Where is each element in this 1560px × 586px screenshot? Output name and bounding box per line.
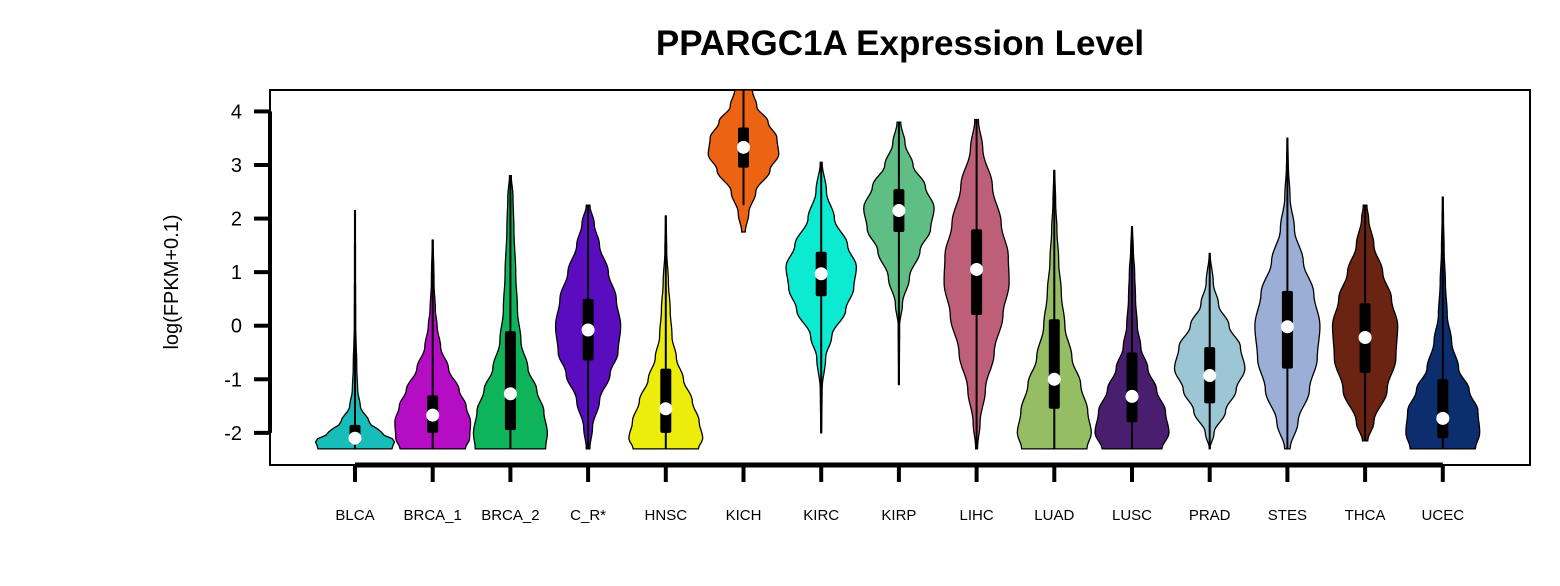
x-tick-label: STES (1268, 507, 1307, 524)
y-tick-label: 3 (231, 155, 242, 177)
x-tick-label: BRCA_2 (481, 507, 539, 524)
median-point-kich (737, 140, 750, 154)
chart-title: PPARGC1A Expression Level (655, 24, 1145, 63)
median-point-lihc (970, 262, 984, 276)
x-tick-label: PRAD (1189, 507, 1231, 524)
y-tick-label: 0 (231, 316, 242, 338)
y-axis-label: log(FPKM+0.1) (161, 214, 183, 349)
median-point-blca (348, 431, 362, 445)
y-tick-label: -1 (224, 369, 242, 391)
violins-layer (314, 89, 1481, 450)
median-point-brca_1 (426, 408, 440, 422)
x-tick-label: KIRP (881, 507, 916, 524)
median-point-luad (1047, 372, 1061, 386)
median-point-lusc (1125, 389, 1139, 403)
x-tick-label: THCA (1345, 507, 1386, 524)
iqr-box-lusc (1126, 352, 1138, 423)
iqr-box-ucec (1437, 379, 1449, 439)
iqr-box-luad (1048, 319, 1060, 409)
median-point-thca (1358, 331, 1372, 344)
x-axis: BLCA BRCA_1 BRCA_2 C_R* HNSC KICH KIRC KIRP LIHC… (335, 462, 1465, 524)
y-tick-label: -2 (224, 423, 242, 445)
x-tick-label: LUSC (1112, 507, 1152, 524)
iqr-box-brca_2 (504, 331, 516, 431)
median-point-kirc (814, 267, 828, 281)
y-tick-label: 1 (231, 262, 242, 284)
median-point-kirp (892, 204, 906, 218)
x-tick-label: KICH (726, 507, 762, 524)
x-tick-label: KIRC (803, 507, 839, 524)
x-tick-label: BRCA_1 (404, 507, 462, 524)
x-tick-label: UCEC (1422, 507, 1465, 524)
y-axis: 4 3 2 1 0 -1 -2 (224, 101, 272, 445)
median-point-c_r* (581, 323, 595, 337)
x-tick-label: HNSC (645, 507, 688, 524)
median-point-hnsc (659, 402, 673, 416)
iqr-box-hnsc (660, 368, 672, 433)
x-tick-label: LUAD (1034, 507, 1074, 524)
x-tick-label: BLCA (335, 507, 374, 524)
median-point-brca_2 (503, 387, 517, 401)
median-point-ucec (1436, 411, 1450, 425)
y-tick-label: 2 (231, 209, 242, 231)
median-point-prad (1203, 369, 1217, 383)
y-tick-label: 4 (231, 101, 242, 123)
x-tick-label: C_R* (570, 507, 606, 524)
x-tick-label: LIHC (960, 507, 994, 524)
median-point-stes (1280, 320, 1294, 334)
